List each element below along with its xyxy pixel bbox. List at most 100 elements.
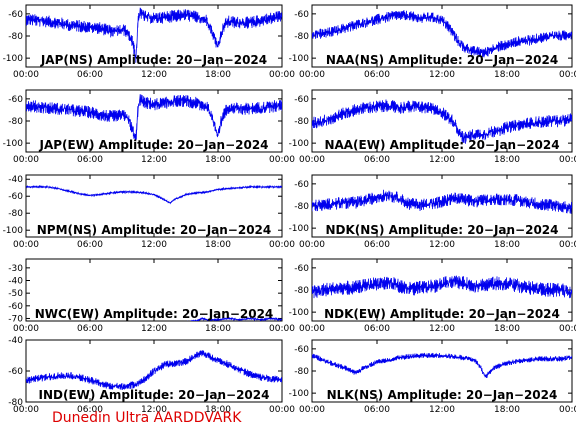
y-tick-label: -80 xyxy=(294,32,309,42)
y-tick-label: -40 xyxy=(8,336,23,346)
y-tick-label: -100 xyxy=(3,226,24,236)
chart-panel: -60-80-10000:0006:0012:0018:0000:00NAA(E… xyxy=(289,89,576,165)
amplitude-series xyxy=(312,10,572,58)
y-tick-label: -100 xyxy=(289,224,310,234)
x-tick-label: 00:00 xyxy=(299,405,325,415)
y-tick-label: -50 xyxy=(8,289,23,299)
amplitude-series xyxy=(312,189,572,214)
amplitude-series xyxy=(26,184,282,205)
x-tick-label: 12:00 xyxy=(429,70,455,80)
panel-title: NDK(NS) Amplitude: 20−Jan−2024 xyxy=(325,223,558,237)
panel-title: NPM(NS) Amplitude: 20−Jan−2024 xyxy=(37,223,272,237)
y-tick-label: -80 xyxy=(294,202,309,212)
panel-title: NAA(EW) Amplitude: 20−Jan−2024 xyxy=(324,138,559,152)
x-tick-label: 06:00 xyxy=(364,155,390,165)
y-tick-label: -100 xyxy=(289,139,310,149)
y-tick-label: -60 xyxy=(294,95,309,105)
y-tick-label: -60 xyxy=(8,95,23,105)
x-tick-label: 00:00 xyxy=(13,240,39,250)
x-tick-label: 12:00 xyxy=(429,155,455,165)
y-tick-label: -60 xyxy=(294,180,309,190)
y-tick-label: -60 xyxy=(8,10,23,20)
x-tick-label: 00:00 xyxy=(299,240,325,250)
y-tick-label: -40 xyxy=(8,175,23,185)
x-tick-label: 00:00 xyxy=(299,70,325,80)
y-tick-label: -80 xyxy=(294,367,309,377)
y-tick-label: -60 xyxy=(8,192,23,202)
x-tick-label: 00:00 xyxy=(13,324,39,334)
x-tick-label: 18:00 xyxy=(494,155,520,165)
panel-title: NAA(NS) Amplitude: 20−Jan−2024 xyxy=(326,53,558,67)
chart-panel: -60 -80 -100 00:00 06:00 12:00 18:00 00:00JAP(N… xyxy=(3,4,295,80)
x-tick-label: 12:00 xyxy=(429,324,455,334)
y-tick-label: -80 xyxy=(294,117,309,127)
x-tick-label: 18:00 xyxy=(494,70,520,80)
x-tick-label: 06:00 xyxy=(364,70,390,80)
x-tick-label: 12:00 xyxy=(141,70,167,80)
chart-panel: -60 -80 -100 00:00 06:00 12:00 18:00 00:00NLK(N… xyxy=(289,339,576,415)
x-tick-label: 00:00 xyxy=(13,155,39,165)
y-tick-label: -100 xyxy=(289,308,310,318)
x-tick-label: 06:00 xyxy=(364,240,390,250)
amplitude-series xyxy=(312,352,572,379)
y-tick-label: -100 xyxy=(3,139,24,149)
x-tick-label: 00:00 xyxy=(299,324,325,334)
x-tick-label: 12:00 xyxy=(141,155,167,165)
x-tick-label: 00:00 xyxy=(269,324,295,334)
chart-panel: -40 -60 -80 -100 00:00 06:00 12:00 18:00 00:00 NP… xyxy=(3,174,295,250)
x-tick-label: 06:00 xyxy=(77,240,103,250)
y-tick-label: -30 xyxy=(8,264,23,274)
x-tick-label: 12:00 xyxy=(141,405,167,415)
y-tick-label: -100 xyxy=(289,54,310,64)
x-tick-label: 12:00 xyxy=(429,405,455,415)
x-tick-label: 06:00 xyxy=(364,405,390,415)
x-tick-label: 00:00 xyxy=(13,70,39,80)
amplitude-series xyxy=(312,275,572,299)
amplitude-series xyxy=(26,94,282,141)
amplitude-series xyxy=(184,316,282,321)
y-tick-label: -60 xyxy=(294,264,309,274)
amplitude-series xyxy=(26,350,282,390)
amplitude-series xyxy=(312,99,572,144)
y-tick-label: -60 xyxy=(294,10,309,20)
y-tick-label: -60 xyxy=(8,302,23,312)
x-tick-label: 06:00 xyxy=(77,70,103,80)
x-tick-label: 00:00 xyxy=(559,155,576,165)
panel-title: JAP(EW) Amplitude: 20−Jan−2024 xyxy=(38,138,268,152)
x-tick-label: 18:00 xyxy=(494,240,520,250)
panel-title: NLK(NS) Amplitude: 20−Jan−2024 xyxy=(327,388,558,402)
footer-caption: Dunedin Ultra AARDDVARK xyxy=(52,410,242,426)
x-tick-label: 06:00 xyxy=(77,155,103,165)
x-tick-label: 00:00 xyxy=(559,240,576,250)
y-tick-label: -80 xyxy=(8,398,23,408)
x-tick-label: 00:00 xyxy=(269,240,295,250)
x-tick-label: 00:00 xyxy=(559,70,576,80)
x-tick-label: 18:00 xyxy=(205,155,231,165)
y-tick-label: -80 xyxy=(8,32,23,42)
x-tick-label: 06:00 xyxy=(364,324,390,334)
amplitude-series xyxy=(26,7,282,63)
y-tick-label: -80 xyxy=(8,209,23,219)
panel-title: IND(EW) Amplitude: 20−Jan−2024 xyxy=(39,388,270,402)
y-tick-label: -60 xyxy=(294,345,309,355)
x-tick-label: 18:00 xyxy=(494,405,520,415)
x-tick-label: 18:00 xyxy=(205,324,231,334)
x-tick-label: 18:00 xyxy=(494,324,520,334)
x-tick-label: 18:00 xyxy=(205,405,231,415)
x-tick-label: 12:00 xyxy=(429,240,455,250)
chart-panel: -60 -80 -100 00:00 06:00 12:00 18:00 00:00NDK(N… xyxy=(289,174,576,250)
chart-panel: -60 -80 -100 00:00 06:00 12:00 18:00 00:00 NDK(E… xyxy=(289,258,576,334)
x-tick-label: 12:00 xyxy=(141,240,167,250)
y-tick-label: -40 xyxy=(8,277,23,287)
x-tick-label: 00:00 xyxy=(559,405,576,415)
y-tick-label: -80 xyxy=(8,117,23,127)
panel-title: NWC(EW) Amplitude: 20−Jan−2024 xyxy=(35,307,274,321)
y-tick-label: -100 xyxy=(3,54,24,64)
y-tick-label: -60 xyxy=(8,367,23,377)
panel-title: NDK(EW) Amplitude: 20−Jan−2024 xyxy=(324,307,560,321)
panel-title: JAP(NS) Amplitude: 20−Jan−2024 xyxy=(40,53,267,67)
